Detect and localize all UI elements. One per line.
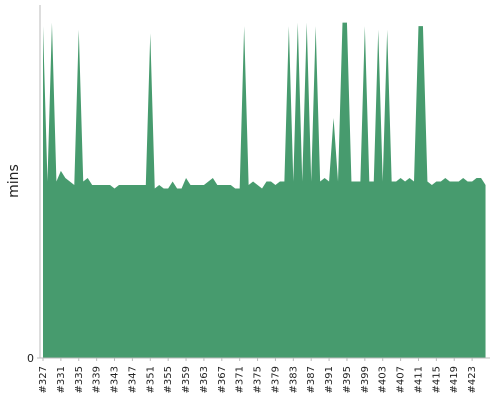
x-tick-label: #359 xyxy=(181,366,192,393)
y-axis-label: mins xyxy=(6,164,22,198)
x-tick-label: #419 xyxy=(449,366,460,393)
x-tick-label: #355 xyxy=(163,366,174,393)
area xyxy=(43,22,486,359)
x-tick-label: #327 xyxy=(38,366,49,393)
x-tick-label: #411 xyxy=(413,366,424,393)
x-tick-label: #363 xyxy=(199,366,210,393)
x-tick-label: #423 xyxy=(467,366,478,393)
x-tick-label: #391 xyxy=(324,366,335,393)
x-tick-label: #403 xyxy=(378,366,389,393)
x-tick-label: #395 xyxy=(342,366,353,393)
x-tick-label: #407 xyxy=(396,366,407,393)
x-tick-label: #339 xyxy=(92,366,103,393)
x-tick-label: #383 xyxy=(288,366,299,393)
x-tick-label: #379 xyxy=(270,366,281,393)
x-tick-label: #399 xyxy=(360,366,371,393)
x-tick-label: #367 xyxy=(217,366,228,393)
y-tick-label: 0 xyxy=(27,352,34,365)
x-tick-label: #371 xyxy=(235,366,246,393)
x-tick-label: #331 xyxy=(56,366,67,393)
x-tick-label: #375 xyxy=(253,366,264,393)
x-tick-label: #347 xyxy=(127,366,138,393)
x-tick-label: #415 xyxy=(431,366,442,393)
x-tick-label: #387 xyxy=(306,366,317,393)
x-tick-label: #335 xyxy=(74,366,85,393)
x-tick-label: #343 xyxy=(110,366,121,393)
x-tick-label: #351 xyxy=(145,366,156,393)
